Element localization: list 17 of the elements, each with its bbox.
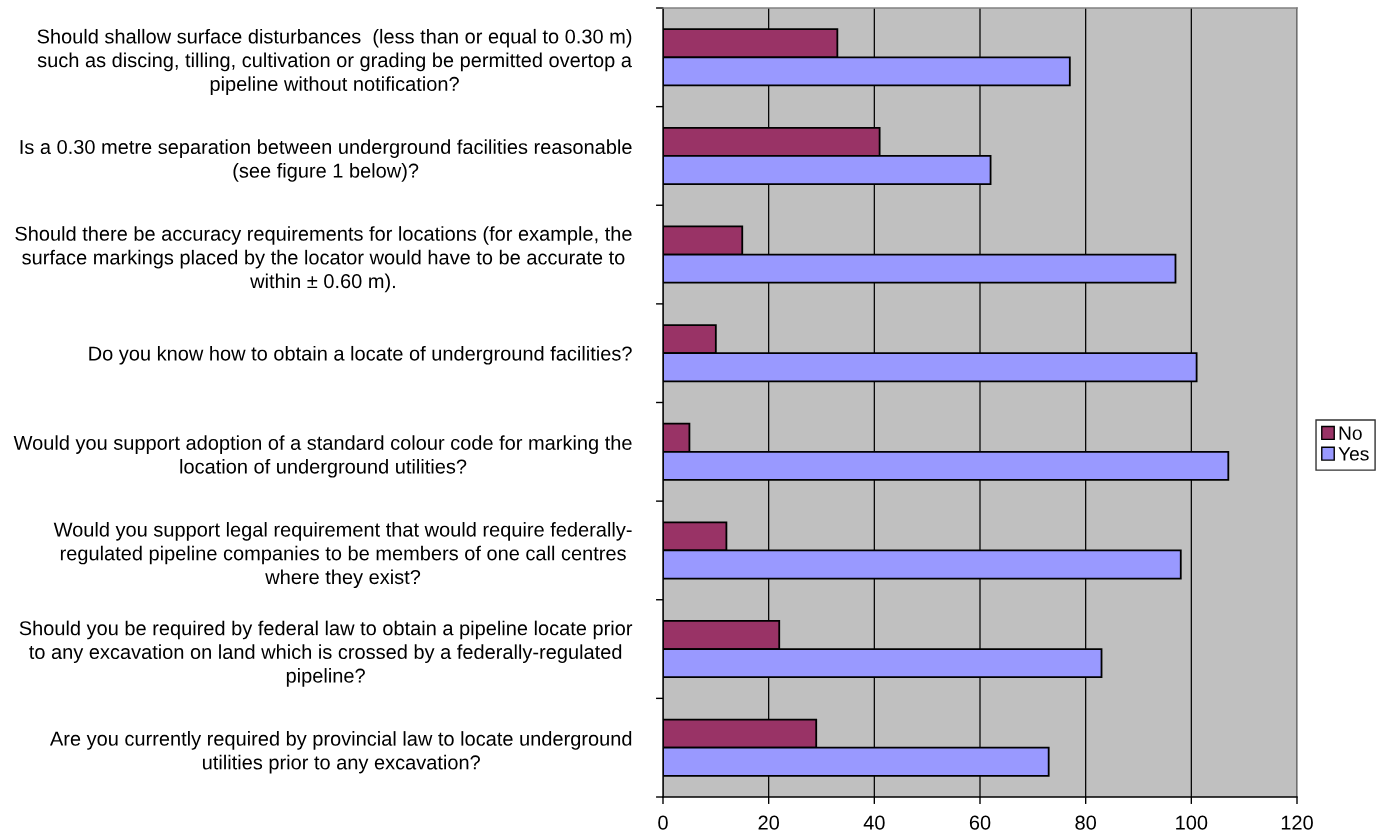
y-tick-label: Should there be accuracy requirements for locations (for example, the surface markings placed by the locator would have to be accurate to within ± 0.60 m). bbox=[15, 226, 632, 293]
y-tick-label: Should you be required by federal law to obtain a pipeline locate prior to any excavation on land which is crossed by a federally-regulated pipeline? bbox=[19, 620, 633, 687]
x-tick-label: 100 bbox=[1176, 815, 1208, 830]
y-tick-label: Is a 0.30 metre separation between underground facilities reasonable (see figure 1 below)? bbox=[20, 139, 632, 182]
x-tick-label: 0 bbox=[658, 815, 668, 830]
x-tick-label: 120 bbox=[1281, 815, 1313, 830]
y-tick-label: Would you support legal requirement that would require federally- regulated pipeline companies to be members of one call centres where they exist? bbox=[53, 522, 632, 589]
y-tick-label: Would you support adoption of a standard colour code for marking the location of underground utilities? bbox=[13, 435, 632, 478]
y-tick-label: Do you know how to obtain a locate of underground facilities? bbox=[89, 345, 632, 365]
x-tick-label: 60 bbox=[969, 815, 991, 830]
y-tick-label: Should shallow surface disturbances (less than or equal to 0.30 m) such as discing, tilling, cultivation or grading be permitted overtop a pipeline without notification? bbox=[37, 28, 632, 95]
x-tick-label: 40 bbox=[863, 815, 885, 830]
x-tick-label: 20 bbox=[758, 815, 780, 830]
legend-label: No bbox=[1339, 426, 1362, 440]
y-tick-label: Are you currently required by provincial law to locate underground utilities prior to any excavation? bbox=[49, 731, 632, 774]
x-tick-label: 80 bbox=[1075, 815, 1097, 830]
legend-label: Yes bbox=[1338, 447, 1369, 461]
